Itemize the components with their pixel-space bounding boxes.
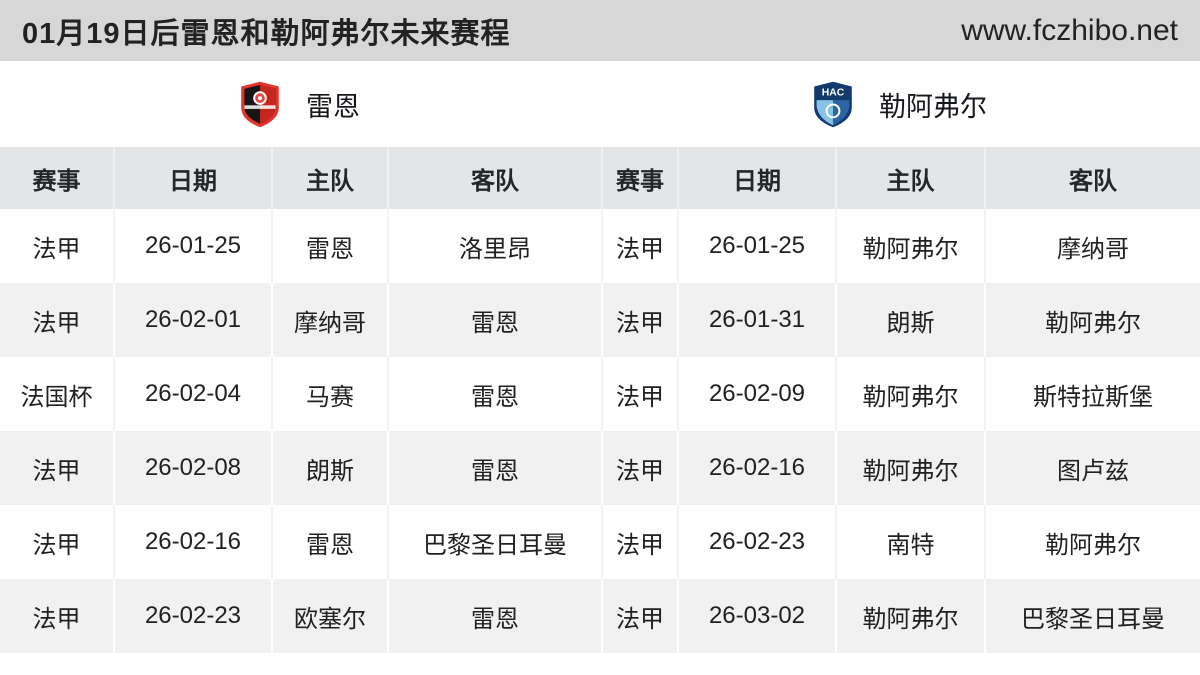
le-havre-crest-icon: HAC (813, 81, 853, 128)
cell-away: 洛里昂 (387, 209, 602, 283)
col-header-date: 日期 (113, 147, 272, 209)
team-right: HAC 勒阿弗尔 (600, 61, 1200, 147)
cell-date: 26-01-25 (113, 209, 272, 283)
cell-competition: 法甲 (601, 283, 678, 357)
cell-home: 雷恩 (271, 505, 388, 579)
team-header: 雷恩 HAC 勒阿弗尔 (0, 61, 1200, 147)
cell-date: 26-03-02 (677, 579, 836, 653)
cell-home: 欧塞尔 (271, 579, 388, 653)
cell-date: 26-01-25 (677, 209, 836, 283)
cell-competition: 法国杯 (20, 383, 93, 411)
website-url: www.fczhibo.net (961, 13, 1178, 47)
team-right-name: 勒阿弗尔 (879, 91, 987, 122)
cell-competition: 法甲 (601, 579, 678, 653)
team-left-name: 雷恩 (306, 91, 360, 122)
cell-date: 26-02-09 (677, 357, 836, 431)
col-header-home: 主队 (835, 147, 985, 209)
fixtures-table: 赛事 日期 主队 客队 赛事 日期 主队 客队 法甲 26-01-25 雷恩 洛… (0, 147, 1200, 653)
col-header-away: 客队 (984, 147, 1200, 209)
cell-date: 26-02-16 (113, 505, 272, 579)
col-header-date: 日期 (677, 147, 836, 209)
table-row: 法甲 26-02-08 朗斯 雷恩 法甲 26-02-16 勒阿弗尔 图卢兹 (0, 431, 1200, 505)
cell-away: 雷恩 (387, 431, 602, 505)
cell-competition: 法甲 (601, 209, 678, 283)
cell-competition: 法甲 (32, 605, 81, 633)
table-row: 法甲 26-02-01 摩纳哥 雷恩 法甲 26-01-31 朗斯 勒阿弗尔 (0, 283, 1200, 357)
cell-home: 勒阿弗尔 (835, 579, 985, 653)
table-row: 法甲 26-02-16 雷恩 巴黎圣日耳曼 法甲 26-02-23 南特 勒阿弗… (0, 505, 1200, 579)
table-row: 法甲 26-01-25 雷恩 洛里昂 法甲 26-01-25 勒阿弗尔 摩纳哥 (0, 209, 1200, 283)
cell-date: 26-02-04 (113, 357, 272, 431)
cell-competition: 法甲 (32, 235, 81, 263)
cell-competition: 法甲 (32, 531, 81, 559)
cell-home: 雷恩 (271, 209, 388, 283)
cell-home: 勒阿弗尔 (835, 209, 985, 283)
cell-home: 勒阿弗尔 (835, 357, 985, 431)
team-left: 雷恩 (0, 61, 600, 147)
cell-competition: 法甲 (601, 505, 678, 579)
rennes-crest-icon (240, 81, 280, 128)
cell-away: 摩纳哥 (984, 209, 1200, 283)
cell-home: 马赛 (271, 357, 388, 431)
cell-date: 26-02-08 (113, 431, 272, 505)
cell-home: 南特 (835, 505, 985, 579)
cell-date: 26-02-01 (113, 283, 272, 357)
cell-date: 26-02-16 (677, 431, 836, 505)
cell-away: 勒阿弗尔 (984, 505, 1200, 579)
table-header-row: 赛事 日期 主队 客队 赛事 日期 主队 客队 (0, 147, 1200, 209)
table-row: 法国杯 26-02-04 马赛 雷恩 法甲 26-02-09 勒阿弗尔 斯特拉斯… (0, 357, 1200, 431)
col-header-competition: 赛事 (0, 147, 114, 209)
cell-competition: 法甲 (601, 431, 678, 505)
cell-away: 巴黎圣日耳曼 (984, 579, 1200, 653)
cell-date: 26-02-23 (677, 505, 836, 579)
cell-competition: 法甲 (32, 457, 81, 485)
table-row: 法甲 26-02-23 欧塞尔 雷恩 法甲 26-03-02 勒阿弗尔 巴黎圣日… (0, 579, 1200, 653)
cell-competition: 法甲 (601, 357, 678, 431)
cell-away: 雷恩 (387, 579, 602, 653)
col-header-home: 主队 (271, 147, 388, 209)
cell-away: 斯特拉斯堡 (984, 357, 1200, 431)
svg-text:HAC: HAC (822, 87, 845, 98)
cell-date: 26-02-23 (113, 579, 272, 653)
col-header-competition: 赛事 (601, 147, 678, 209)
cell-away: 图卢兹 (984, 431, 1200, 505)
topbar: 01月19日后雷恩和勒阿弗尔未来赛程 www.fczhibo.net (0, 0, 1200, 61)
cell-away: 巴黎圣日耳曼 (387, 505, 602, 579)
col-header-away: 客队 (387, 147, 602, 209)
cell-away: 雷恩 (387, 357, 602, 431)
cell-home: 朗斯 (835, 283, 985, 357)
cell-date: 26-01-31 (677, 283, 836, 357)
cell-home: 勒阿弗尔 (835, 431, 985, 505)
cell-away: 勒阿弗尔 (984, 283, 1200, 357)
page-title: 01月19日后雷恩和勒阿弗尔未来赛程 (22, 17, 511, 50)
cell-away: 雷恩 (387, 283, 602, 357)
cell-home: 摩纳哥 (271, 283, 388, 357)
cell-competition: 法甲 (32, 309, 81, 337)
cell-home: 朗斯 (271, 431, 388, 505)
